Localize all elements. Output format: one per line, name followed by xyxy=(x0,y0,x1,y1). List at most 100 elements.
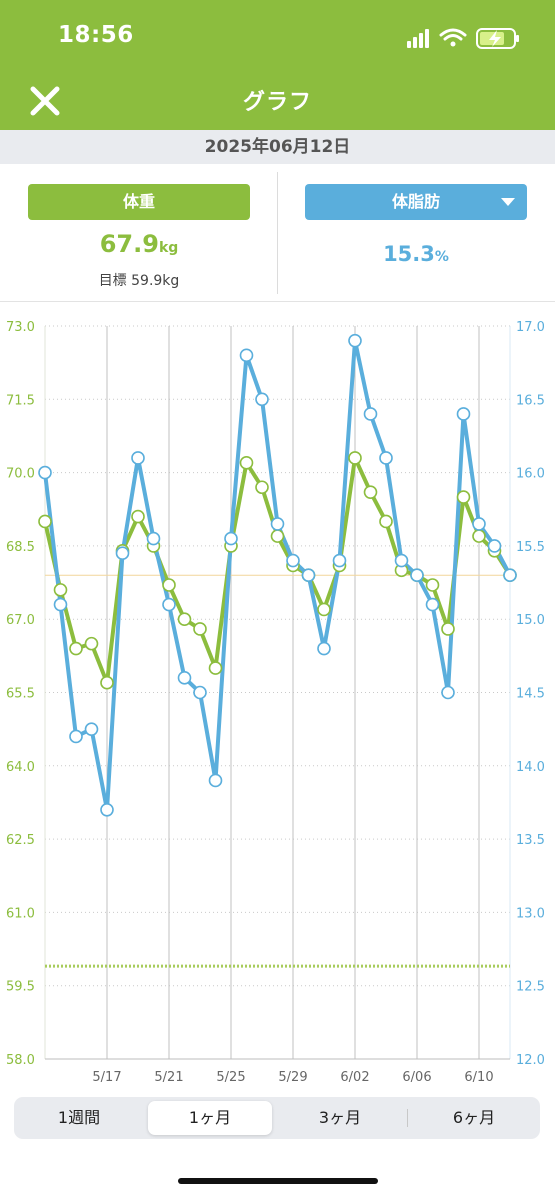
weight-data-point xyxy=(270,529,285,543)
right-axis-tick-label: 16.5 xyxy=(516,393,545,408)
page-title: グラフ xyxy=(242,90,312,115)
close-icon xyxy=(30,86,60,116)
chart-area[interactable]: 58.0 59.5 61.0 62.5 64.0 65.5 67.0 68.5 70.0 71.5… xyxy=(0,302,555,1092)
right-axis-tick-label: 16.0 xyxy=(516,467,545,482)
body-fat-data-point xyxy=(177,671,192,685)
left-axis-tick-label: 62.5 xyxy=(6,833,35,848)
weight-data-point xyxy=(162,578,176,592)
weight-data-point xyxy=(472,529,486,543)
period-tab-3-months[interactable]: 3ヶ月 xyxy=(318,1108,362,1127)
x-axis-tick-label: 5/29 xyxy=(278,1070,307,1085)
right-axis-tick-label: 15.5 xyxy=(516,540,545,555)
body-fat-number: 15.3 xyxy=(383,242,435,266)
status-bar: 18:56 xyxy=(0,0,555,72)
x-axis-tick-label: 6/06 xyxy=(402,1070,431,1085)
body-fat-data-point xyxy=(193,685,207,700)
weight-fat-chart[interactable]: 58.0 59.5 61.0 62.5 64.0 65.5 67.0 68.5 70.0 71.5… xyxy=(0,302,555,1092)
left-axis-tick-label: 59.5 xyxy=(6,980,35,995)
body-fat-data-point xyxy=(208,773,223,788)
x-axis-tick-label: 5/17 xyxy=(92,1070,121,1085)
weight-data-point xyxy=(177,612,192,627)
body-fat-data-point xyxy=(53,597,68,612)
body-fat-data-point xyxy=(146,531,161,546)
body-fat-data-point xyxy=(301,568,316,583)
goal-weight: 目標 59.9kg xyxy=(98,273,180,289)
body-fat-data-point xyxy=(441,685,455,700)
x-axis-tick-label: 6/10 xyxy=(464,1070,493,1085)
weight-data-point xyxy=(255,480,269,495)
weight-tab[interactable]: 体重 xyxy=(28,184,250,220)
weight-data-point xyxy=(363,485,378,499)
body-fat-data-point xyxy=(131,451,145,465)
body-fat-data-point xyxy=(487,539,502,553)
body-fat-data-point xyxy=(456,407,471,421)
x-axis-tick-label: 5/21 xyxy=(154,1070,183,1085)
weight-data-point xyxy=(425,578,440,592)
body-fat-data-point xyxy=(255,392,269,407)
signal-icon xyxy=(407,29,429,48)
right-axis-tick-label: 14.0 xyxy=(516,760,545,775)
right-axis-tick-label: 12.0 xyxy=(516,1053,545,1068)
summary-divider xyxy=(277,172,278,294)
period-tab-6-months[interactable]: 6ヶ月 xyxy=(452,1108,496,1127)
weight-data-point xyxy=(348,451,362,465)
summary-panel: 体重 67.9kg 目標 59.9kg 体脂肪 15.3% xyxy=(0,164,555,302)
status-icons xyxy=(407,26,521,50)
body-fat-data-point xyxy=(348,333,362,348)
body-fat-data-point xyxy=(394,553,409,568)
body-fat-data-point xyxy=(317,641,331,656)
weight-data-point xyxy=(38,514,52,529)
status-time: 18:56 xyxy=(58,22,134,48)
weight-data-point xyxy=(317,602,331,617)
body-fat-data-point xyxy=(363,407,378,421)
body-fat-data-point xyxy=(162,597,176,612)
body-fat-data-point xyxy=(286,553,300,568)
weight-data-point xyxy=(239,456,254,470)
tab-separator xyxy=(407,1109,408,1127)
left-axis-tick-label: 68.5 xyxy=(6,540,35,555)
body-fat-data-point xyxy=(425,597,440,612)
weight-number: 67.9 xyxy=(99,230,159,258)
period-tab-1-month[interactable]: 1ヶ月 xyxy=(148,1101,272,1135)
date-label: 2025年06月12日 xyxy=(0,130,555,164)
body-fat-data-point xyxy=(472,517,486,531)
weight-data-point xyxy=(379,514,393,529)
left-axis-tick-label: 70.0 xyxy=(6,467,35,482)
weight-data-point xyxy=(84,636,99,651)
battery-charging-icon xyxy=(476,28,519,49)
body-fat-data-point xyxy=(115,546,130,561)
x-axis-tick-label: 6/02 xyxy=(340,1070,369,1085)
period-tab-1-week[interactable]: 1週間 xyxy=(57,1108,101,1127)
left-axis-tick-label: 67.0 xyxy=(6,613,35,628)
period-selector: 1週間 1ヶ月 3ヶ月 6ヶ月 xyxy=(14,1097,540,1139)
left-axis-tick-label: 64.0 xyxy=(6,760,35,775)
weight-unit: kg xyxy=(158,240,179,256)
body-fat-data-point xyxy=(379,451,393,465)
left-axis-tick-label: 71.5 xyxy=(6,393,35,408)
right-axis-tick-label: 12.5 xyxy=(516,980,545,995)
body-fat-data-point xyxy=(410,568,424,583)
x-axis-tick-label: 5/25 xyxy=(216,1070,245,1085)
close-button[interactable] xyxy=(26,82,64,120)
right-axis-tick-label: 13.0 xyxy=(516,906,545,921)
home-indicator xyxy=(178,1178,378,1184)
body-fat-dropdown[interactable]: 体脂肪 xyxy=(305,184,527,220)
body-fat-unit: % xyxy=(434,249,449,265)
left-axis-tick-label: 61.0 xyxy=(6,906,35,921)
body-fat-data-point xyxy=(84,722,99,736)
nav-bar: グラフ xyxy=(0,72,555,130)
wifi-icon xyxy=(439,28,467,47)
right-axis-tick-label: 13.5 xyxy=(516,833,545,848)
body-fat-value: 15.3% xyxy=(305,242,527,266)
weight-data-point xyxy=(208,661,223,675)
body-fat-data-point xyxy=(69,729,83,744)
left-axis-tick-label: 58.0 xyxy=(6,1053,35,1068)
body-fat-dropdown-label: 体脂肪 xyxy=(391,192,440,211)
body-fat-data-point xyxy=(38,465,52,480)
body-fat-data-point xyxy=(224,531,238,546)
caret-down-icon xyxy=(501,198,515,206)
body-fat-data-point xyxy=(332,553,347,568)
body-fat-data-point xyxy=(270,517,285,531)
weight-data-point xyxy=(456,490,471,504)
body-fat-data-point xyxy=(503,568,517,583)
